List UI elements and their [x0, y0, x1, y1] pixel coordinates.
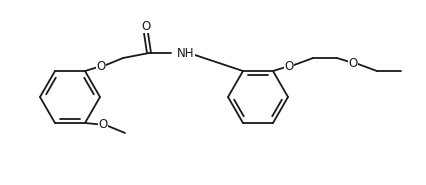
Text: O: O	[348, 57, 357, 70]
Text: O: O	[141, 20, 151, 33]
Text: O: O	[285, 60, 294, 73]
Text: O: O	[96, 60, 106, 73]
Text: O: O	[98, 118, 108, 132]
Text: NH: NH	[177, 46, 195, 60]
